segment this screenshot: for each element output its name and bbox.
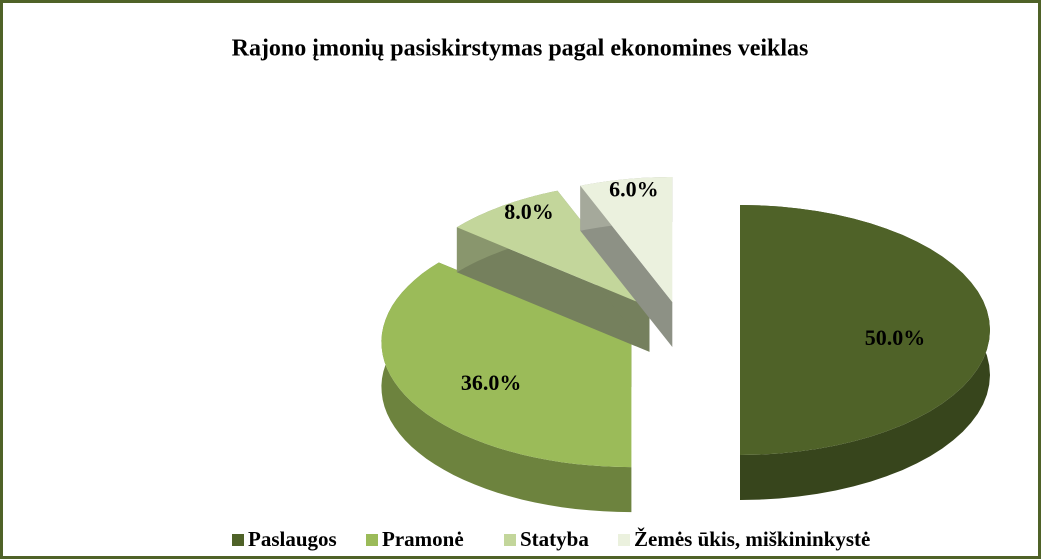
chart-title: Rajono įmonių pasiskirstymas pagal ekono… xyxy=(232,36,809,62)
legend-label: Statyba xyxy=(520,527,589,551)
slice-top xyxy=(381,262,632,468)
data-label: 8.0% xyxy=(504,199,554,224)
pie-slice xyxy=(381,262,632,513)
legend-swatch xyxy=(232,534,244,546)
legend: Paslaugos Pramonė Statyba Žemės ūkis, miški… xyxy=(232,527,870,551)
data-label: 50.0% xyxy=(865,325,926,350)
slice-side xyxy=(381,262,632,513)
slice-top xyxy=(456,190,650,307)
legend-swatch xyxy=(366,534,378,546)
legend-label: Pramonė xyxy=(382,527,464,551)
pie-slice xyxy=(740,205,990,500)
data-label: 36.0% xyxy=(461,370,522,395)
slice-wall xyxy=(456,227,650,352)
legend-swatch xyxy=(504,534,516,546)
pie-slice xyxy=(580,177,673,347)
data-label: 6.0% xyxy=(609,176,659,201)
slice-top xyxy=(740,205,990,455)
slice-top xyxy=(580,177,673,302)
legend-label: Žemės ūkis, miškininkystė xyxy=(634,527,870,551)
legend-swatch xyxy=(618,534,630,546)
legend-label: Paslaugos xyxy=(248,527,337,551)
